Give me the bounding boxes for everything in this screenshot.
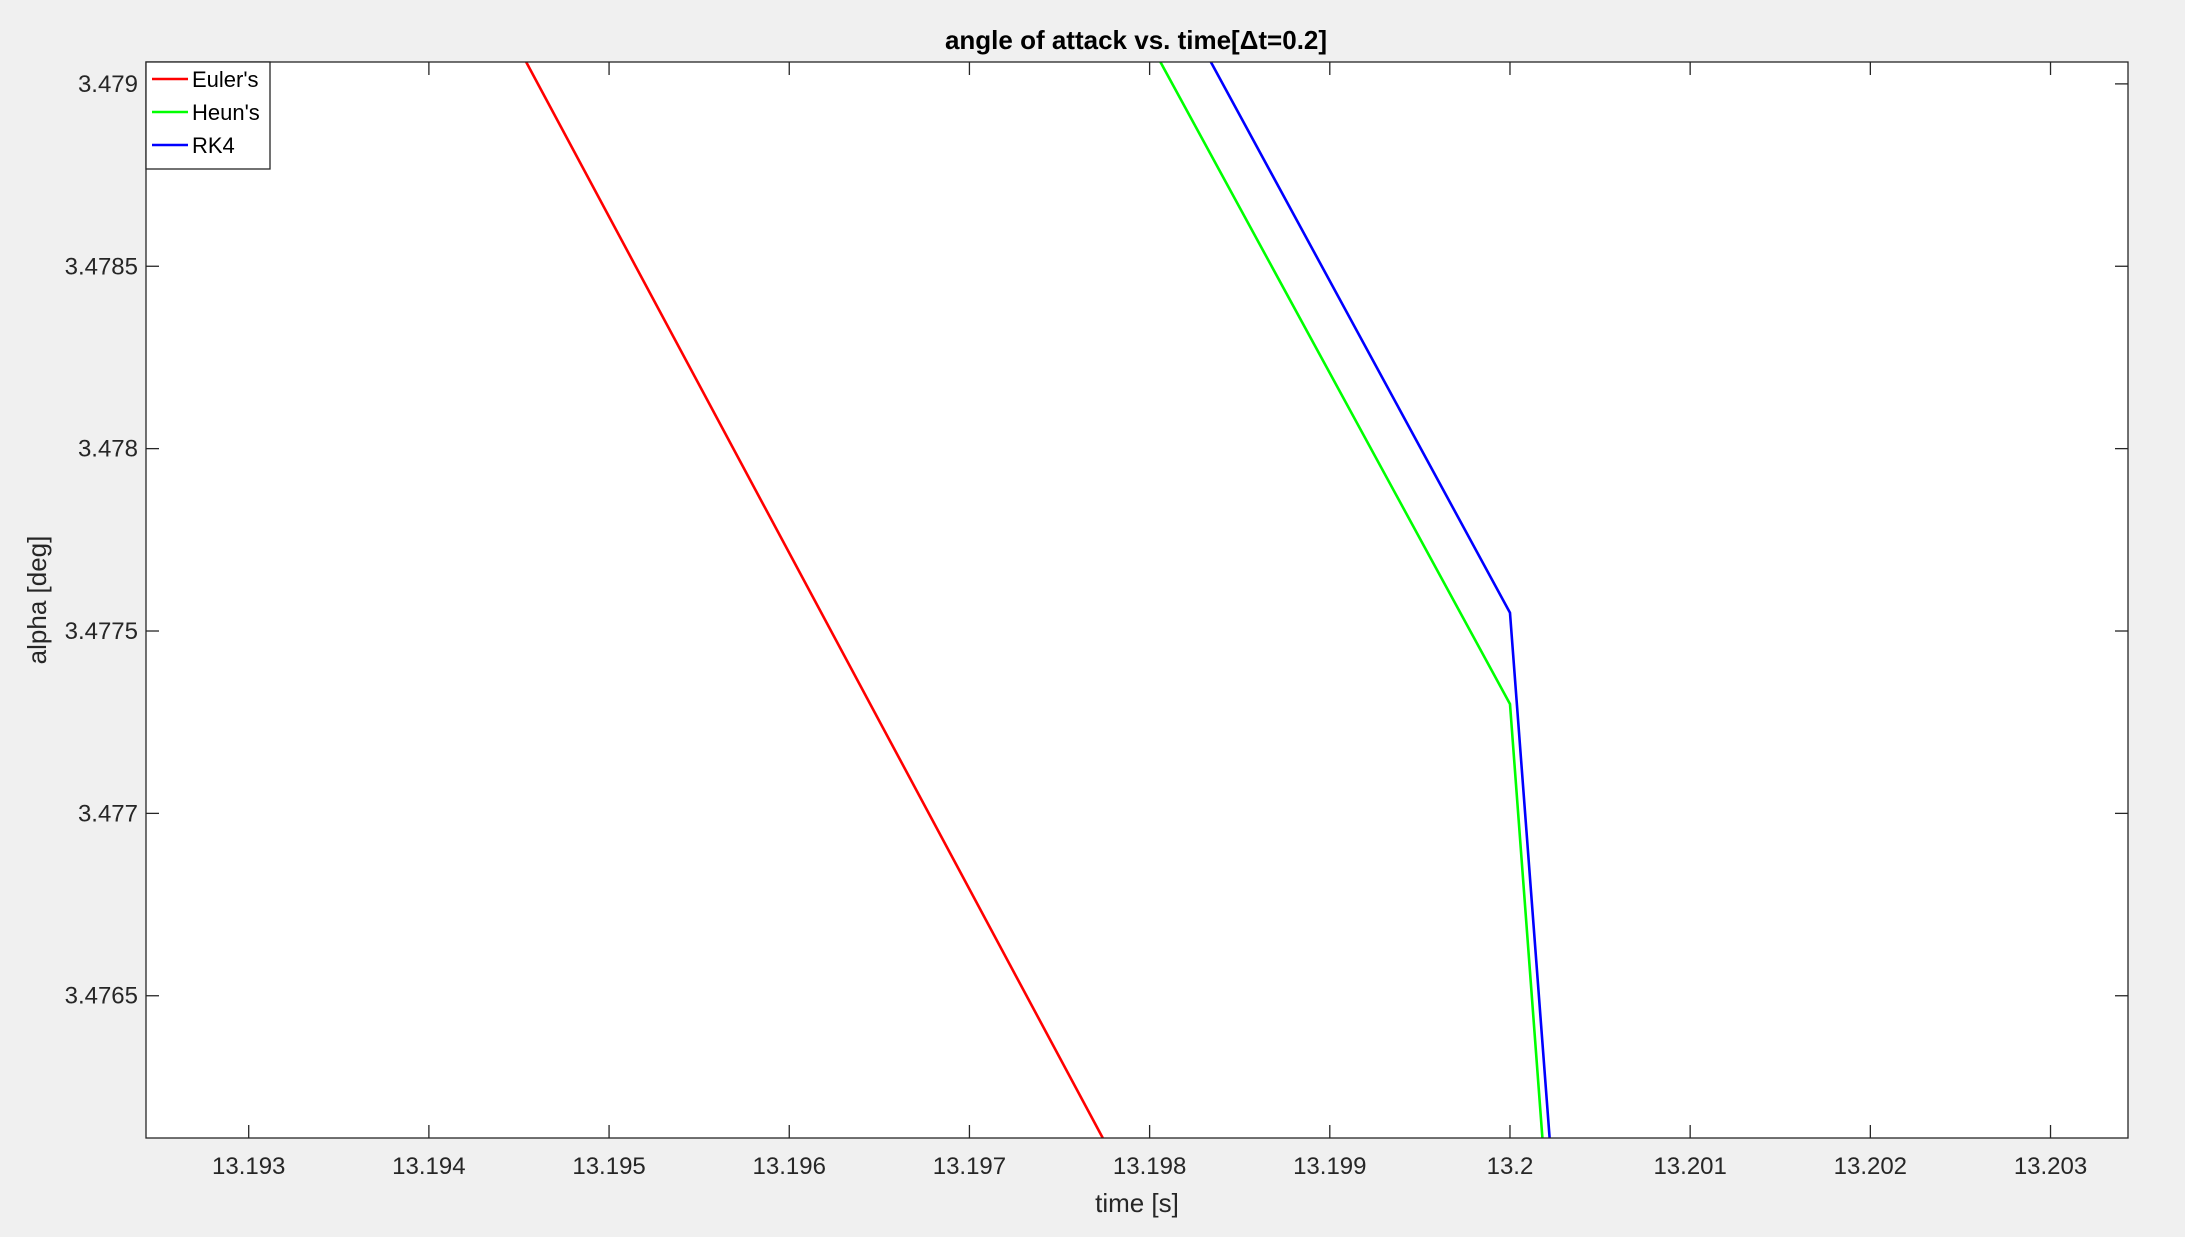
x-tick-label: 13.195 — [572, 1153, 645, 1180]
x-axis-ticks: 13.193 13.194 13.195 13.196 13.197 13.198 13.1… — [212, 62, 2087, 1180]
y-tick-label: 3.479 — [78, 71, 138, 98]
series-line-heun-s — [1159, 62, 1544, 1138]
x-axis-label: time [s] — [1095, 1188, 1179, 1218]
series-line-euler-s — [525, 62, 1104, 1138]
y-tick-label: 3.4765 — [65, 983, 138, 1010]
y-tick-label: 3.478 — [78, 436, 138, 463]
series-line-rk4 — [1209, 62, 1551, 1138]
legend-label: RK4 — [192, 133, 235, 158]
legend-label: Euler's — [192, 67, 259, 92]
y-axis-ticks: 3.4765 3.477 3.4775 3.478 3.4785 3.479 — [65, 71, 2128, 1010]
y-tick-label: 3.4785 — [65, 253, 138, 280]
x-tick-label: 13.201 — [1653, 1153, 1726, 1180]
x-tick-label: 13.196 — [753, 1153, 826, 1180]
x-tick-label: 13.198 — [1113, 1153, 1186, 1180]
x-tick-label: 13.199 — [1293, 1153, 1366, 1180]
axes-box — [145, 61, 2129, 1139]
y-tick-label: 3.4775 — [65, 618, 138, 645]
x-tick-label: 13.193 — [212, 1153, 285, 1180]
x-tick-label: 13.202 — [1834, 1153, 1907, 1180]
x-tick-label: 13.203 — [2014, 1153, 2087, 1180]
plot-area — [146, 62, 2128, 1138]
series-layer — [525, 62, 1551, 1138]
chart-title: angle of attack vs. time[Δt=0.2] — [945, 25, 1327, 55]
legend-label: Heun's — [192, 100, 260, 125]
y-axis-label: alpha [deg] — [22, 536, 52, 665]
x-tick-label: 13.194 — [392, 1153, 465, 1180]
y-tick-label: 3.477 — [78, 800, 138, 827]
x-tick-label: 13.2 — [1487, 1153, 1534, 1180]
legend: Euler's Heun's RK4 — [145, 61, 271, 170]
x-tick-label: 13.197 — [933, 1153, 1006, 1180]
